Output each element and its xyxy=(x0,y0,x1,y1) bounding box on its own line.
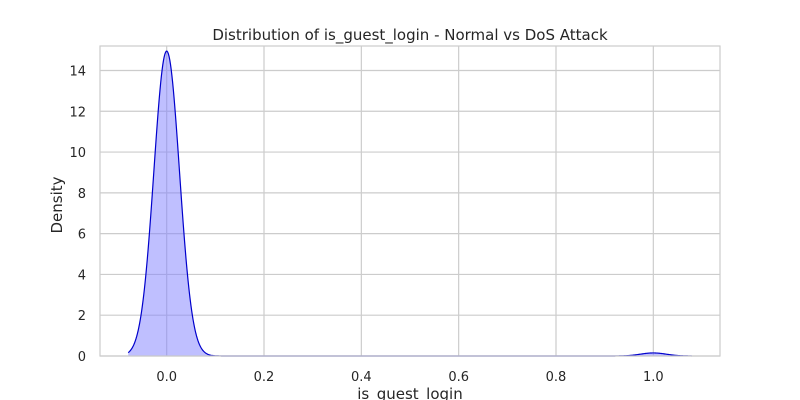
chart-title: Distribution of is_guest_login - Normal … xyxy=(212,26,608,45)
y-tick-label: 0 xyxy=(78,350,86,365)
density-area xyxy=(128,51,692,357)
data-layer xyxy=(127,50,692,357)
x-tick-label: 0.2 xyxy=(254,370,275,385)
y-tick-label: 10 xyxy=(69,146,86,161)
axes xyxy=(99,45,721,357)
x-tick-label: 0.8 xyxy=(546,370,567,385)
x-tick-label: 0.4 xyxy=(351,370,372,385)
x-tick-label: 1.0 xyxy=(643,370,664,385)
x-tick-label: 0.0 xyxy=(156,370,177,385)
y-tick-label: 12 xyxy=(69,105,86,120)
y-tick-label: 6 xyxy=(78,228,86,243)
y-tick-label: 4 xyxy=(78,268,86,283)
plot-frame xyxy=(99,45,721,357)
x-axis-label: is_guest_login xyxy=(357,385,462,400)
x-tick-labels: 0.0 0.2 0.4 0.6 0.8 1.0 xyxy=(156,370,663,385)
x-tick-label: 0.6 xyxy=(448,370,469,385)
y-tick-label: 2 xyxy=(78,309,86,324)
y-tick-label: 14 xyxy=(69,64,86,79)
y-axis-label: Density xyxy=(48,176,66,233)
y-tick-labels: 0 2 4 6 8 10 12 14 xyxy=(69,64,86,365)
density-line xyxy=(127,50,692,357)
y-tick-label: 8 xyxy=(78,187,86,202)
grid xyxy=(100,46,720,357)
